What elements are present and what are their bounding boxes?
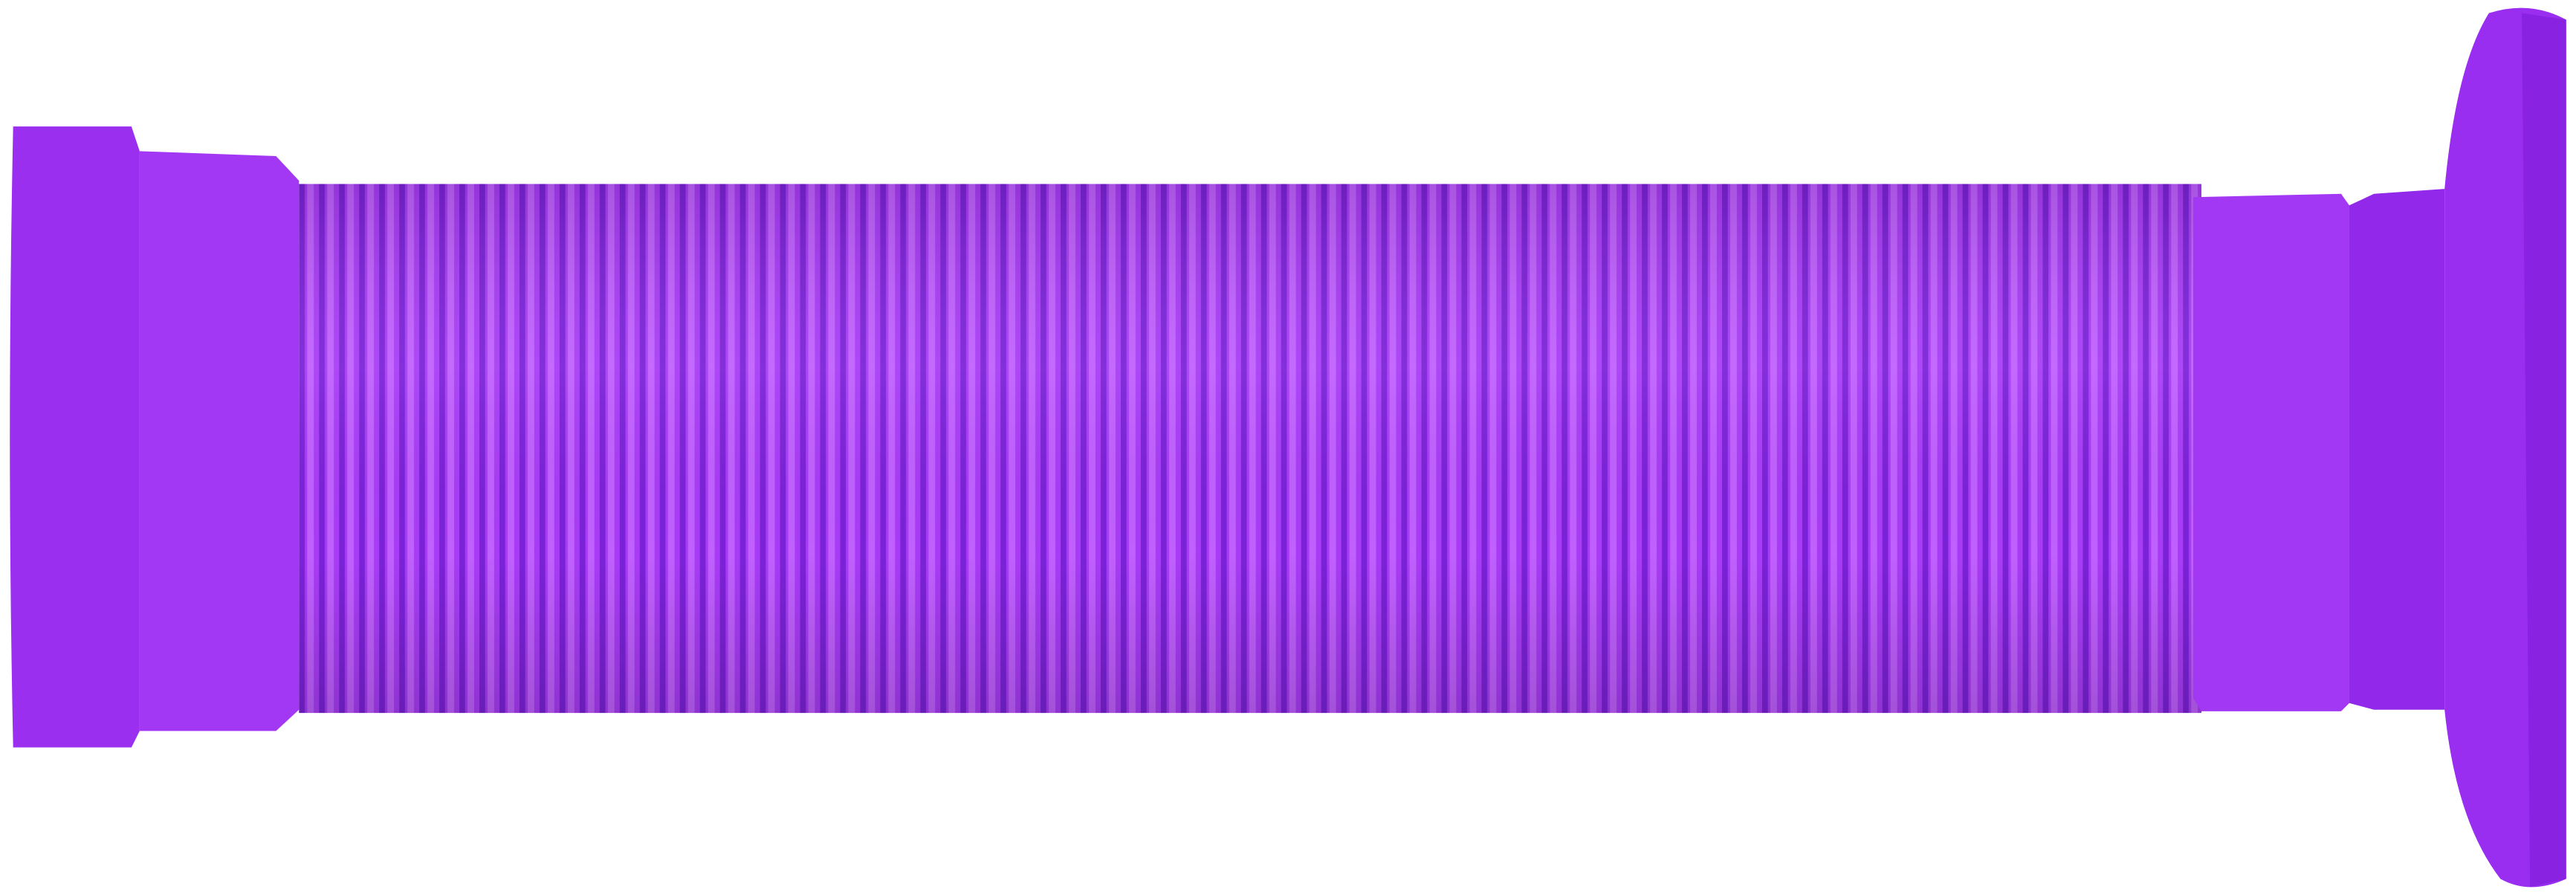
flange-edge: [2522, 13, 2566, 888]
left-collar: [139, 151, 300, 731]
right-collar: [2192, 193, 2349, 711]
ribbed-shading: [299, 184, 2202, 714]
flange-neck: [2349, 189, 2445, 710]
left-cap: [10, 126, 140, 748]
